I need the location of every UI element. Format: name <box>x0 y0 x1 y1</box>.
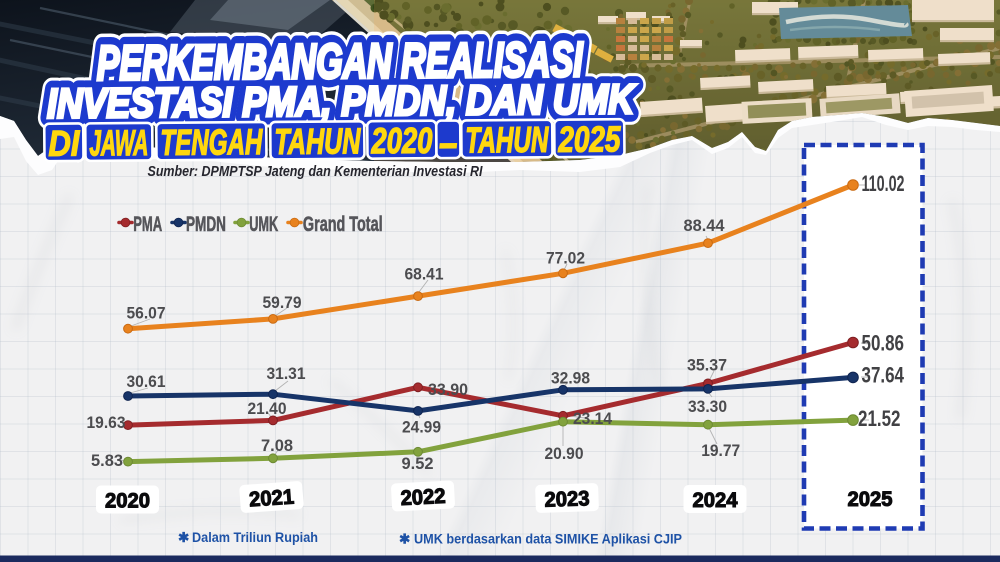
svg-text:Grand Total: Grand Total <box>303 213 383 236</box>
svg-text:37.64: 37.64 <box>862 363 905 388</box>
svg-text:21.40: 21.40 <box>248 400 287 418</box>
svg-text:PERKEMBANGAN REALISASI: PERKEMBANGAN REALISASI <box>97 33 584 91</box>
svg-text:88.44: 88.44 <box>684 217 726 235</box>
svg-text:50.86: 50.86 <box>862 331 905 356</box>
svg-text:UMK: UMK <box>249 213 278 236</box>
svg-text:19.63: 19.63 <box>87 414 126 432</box>
svg-text:59.79: 59.79 <box>263 294 302 312</box>
svg-text:2025: 2025 <box>557 118 621 159</box>
svg-text:110.02: 110.02 <box>862 171 905 196</box>
svg-text:PMA: PMA <box>133 213 162 236</box>
svg-text:Sumber: DPMPTSP Jateng dan Kem: Sumber: DPMPTSP Jateng dan Kementerian I… <box>148 164 484 180</box>
svg-text:5.83: 5.83 <box>91 452 123 470</box>
svg-text:PMDN: PMDN <box>186 213 226 236</box>
svg-text:DI: DI <box>48 122 80 163</box>
svg-text:56.07: 56.07 <box>127 305 166 323</box>
svg-text:2024: 2024 <box>693 489 738 512</box>
svg-text:35.37: 35.37 <box>687 357 727 375</box>
svg-text:32.98: 32.98 <box>551 370 590 388</box>
svg-text:9.52: 9.52 <box>402 455 434 473</box>
svg-text:7.08: 7.08 <box>261 437 293 455</box>
svg-text:30.61: 30.61 <box>127 373 166 391</box>
svg-text:✱: ✱ <box>399 532 411 547</box>
svg-text:JAWA: JAWA <box>89 122 148 163</box>
svg-text:2023: 2023 <box>544 487 590 512</box>
svg-text:INVESTASI PMA, PMDN, DAN UMK: INVESTASI PMA, PMDN, DAN UMK <box>47 75 637 127</box>
svg-text:✱: ✱ <box>178 530 190 545</box>
svg-text:Dalam Triliun Rupiah: Dalam Triliun Rupiah <box>192 530 318 545</box>
svg-text:2022: 2022 <box>400 485 446 510</box>
svg-text:20.90: 20.90 <box>545 445 584 463</box>
svg-text:33.90: 33.90 <box>428 381 468 399</box>
svg-text:PERKEMBANGAN REALISASI: PERKEMBANGAN REALISASI <box>97 33 584 91</box>
svg-text:23.14: 23.14 <box>573 410 613 428</box>
svg-text:TAHUN: TAHUN <box>465 119 549 161</box>
svg-text:2020: 2020 <box>370 120 432 161</box>
svg-text:2021: 2021 <box>248 485 295 511</box>
svg-text:2020: 2020 <box>105 490 150 513</box>
svg-text:33.30: 33.30 <box>688 398 727 416</box>
svg-text:21.52: 21.52 <box>858 406 901 431</box>
svg-text:77.02: 77.02 <box>546 250 585 268</box>
svg-text:UMK berdasarkan data SIMIKE Ap: UMK berdasarkan data SIMIKE Aplikasi CJI… <box>414 532 682 547</box>
svg-text:2025: 2025 <box>848 488 893 511</box>
svg-text:31.31: 31.31 <box>267 365 306 383</box>
svg-text:24.99: 24.99 <box>402 419 441 437</box>
svg-text:TAHUN: TAHUN <box>274 120 361 162</box>
svg-text:68.41: 68.41 <box>405 266 444 284</box>
svg-text:19.77: 19.77 <box>701 442 740 460</box>
svg-text:TENGAH: TENGAH <box>160 121 263 163</box>
